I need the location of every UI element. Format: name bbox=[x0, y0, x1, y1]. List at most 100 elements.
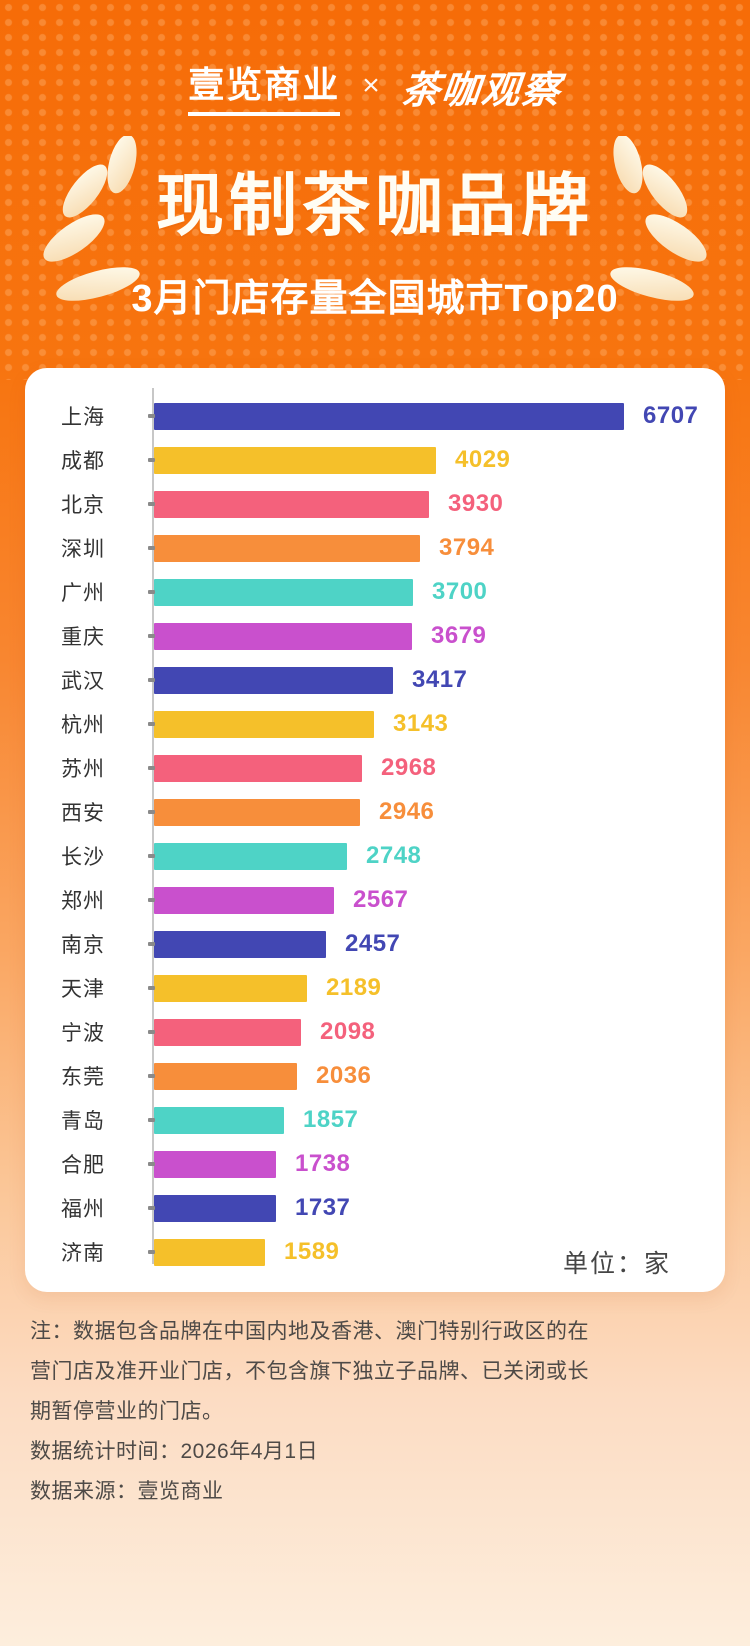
value-bar bbox=[154, 1018, 301, 1046]
footnote-stat-time: 数据统计时间：2026年4月1日 bbox=[30, 1440, 319, 1463]
value-label: 1857 bbox=[303, 1106, 359, 1133]
value-label: 2036 bbox=[316, 1062, 372, 1089]
laurel-branch-left-icon bbox=[43, 136, 140, 301]
city-label: 深圳 bbox=[61, 538, 105, 561]
chart-row: 郑州 2567 bbox=[25, 878, 725, 922]
laurel-branch-right-icon bbox=[610, 136, 707, 301]
value-bar bbox=[154, 798, 360, 826]
chart-row: 天津 2189 bbox=[25, 966, 725, 1010]
city-label: 济南 bbox=[61, 1242, 105, 1265]
y-axis-line bbox=[152, 388, 154, 1264]
value-label: 3794 bbox=[439, 534, 495, 561]
city-label: 重庆 bbox=[61, 626, 105, 649]
city-label: 东莞 bbox=[61, 1066, 105, 1089]
axis-tick bbox=[148, 414, 155, 418]
value-bar bbox=[154, 578, 413, 606]
city-label: 西安 bbox=[61, 802, 105, 825]
value-bar bbox=[154, 402, 624, 430]
value-bar bbox=[154, 1194, 276, 1222]
axis-tick bbox=[148, 1250, 155, 1254]
chart-row: 福州 1737 bbox=[25, 1186, 725, 1230]
axis-tick bbox=[148, 810, 155, 814]
value-label: 2748 bbox=[366, 842, 422, 869]
axis-tick bbox=[148, 942, 155, 946]
value-label: 3143 bbox=[393, 710, 449, 737]
value-bar bbox=[154, 1238, 265, 1266]
city-label: 福州 bbox=[61, 1198, 105, 1221]
chart-row: 重庆 3679 bbox=[25, 614, 725, 658]
footnote-source: 数据来源：壹览商业 bbox=[30, 1480, 224, 1503]
city-label: 北京 bbox=[61, 494, 105, 517]
city-label: 南京 bbox=[61, 934, 105, 957]
chart-row: 苏州 2968 bbox=[25, 746, 725, 790]
axis-tick bbox=[148, 1118, 155, 1122]
city-label: 郑州 bbox=[61, 890, 105, 913]
value-label: 6707 bbox=[643, 402, 699, 429]
value-label: 2457 bbox=[345, 930, 401, 957]
value-bar bbox=[154, 930, 326, 958]
value-label: 2946 bbox=[379, 798, 435, 825]
footnotes: 注：数据包含品牌在中国内地及香港、澳门特别行政区的在营门店及准开业门店，不包含旗… bbox=[30, 1312, 590, 1512]
axis-tick bbox=[148, 634, 155, 638]
chart-row: 深圳 3794 bbox=[25, 526, 725, 570]
value-label: 1589 bbox=[284, 1238, 340, 1265]
chart-row: 北京 3930 bbox=[25, 482, 725, 526]
value-bar bbox=[154, 886, 334, 914]
value-label: 3679 bbox=[431, 622, 487, 649]
city-label: 上海 bbox=[61, 406, 105, 429]
value-label: 3417 bbox=[412, 666, 468, 693]
chart-row: 长沙 2748 bbox=[25, 834, 725, 878]
city-label: 合肥 bbox=[61, 1154, 105, 1177]
axis-tick bbox=[148, 898, 155, 902]
chart-row: 西安 2946 bbox=[25, 790, 725, 834]
axis-tick bbox=[148, 1206, 155, 1210]
value-label: 2968 bbox=[381, 754, 437, 781]
value-label: 2189 bbox=[326, 974, 382, 1001]
brand-header: 壹览商业 × 茶咖观察 bbox=[0, 56, 750, 116]
value-bar bbox=[154, 446, 436, 474]
chart-row: 广州 3700 bbox=[25, 570, 725, 614]
city-label: 长沙 bbox=[61, 846, 105, 869]
axis-tick bbox=[148, 1030, 155, 1034]
page-subtitle: 3月门店存量全国城市Top20 bbox=[131, 278, 619, 320]
city-label: 杭州 bbox=[61, 714, 105, 737]
value-bar bbox=[154, 622, 412, 650]
axis-tick bbox=[148, 502, 155, 506]
value-bar bbox=[154, 754, 362, 782]
chart-row: 成都 4029 bbox=[25, 438, 725, 482]
value-label: 2098 bbox=[320, 1018, 376, 1045]
chart-row: 济南 1589 bbox=[25, 1230, 725, 1274]
value-bar bbox=[154, 1062, 297, 1090]
chart-row: 南京 2457 bbox=[25, 922, 725, 966]
axis-tick bbox=[148, 766, 155, 770]
axis-tick bbox=[148, 678, 155, 682]
axis-tick bbox=[148, 546, 155, 550]
bar-chart: 上海 6707 成都 4029 北京 3930 深圳 3794 广州 3700 重庆 3679 武汉 34… bbox=[25, 394, 725, 1274]
value-label: 1738 bbox=[295, 1150, 351, 1177]
brand-logo-yilan: 壹览商业 bbox=[188, 56, 341, 116]
axis-tick bbox=[148, 854, 155, 858]
city-label: 苏州 bbox=[61, 758, 105, 781]
city-label: 宁波 bbox=[61, 1022, 105, 1045]
value-bar bbox=[154, 710, 374, 738]
city-label: 青岛 bbox=[61, 1110, 105, 1133]
multiply-separator-icon: × bbox=[362, 69, 380, 102]
brand-logo-chaka: 茶咖观察 bbox=[399, 69, 564, 112]
chart-row: 青岛 1857 bbox=[25, 1098, 725, 1142]
chart-row: 合肥 1738 bbox=[25, 1142, 725, 1186]
city-label: 武汉 bbox=[61, 670, 105, 693]
chart-row: 上海 6707 bbox=[25, 394, 725, 438]
axis-tick bbox=[148, 590, 155, 594]
chart-row: 杭州 3143 bbox=[25, 702, 725, 746]
value-bar bbox=[154, 842, 347, 870]
value-label: 4029 bbox=[455, 446, 511, 473]
value-bar bbox=[154, 490, 429, 518]
title-block: 现制茶咖品牌 3月门店存量全国城市Top20 bbox=[0, 136, 750, 322]
value-label: 2567 bbox=[353, 886, 409, 913]
chart-row: 宁波 2098 bbox=[25, 1010, 725, 1054]
value-label: 3700 bbox=[432, 578, 488, 605]
axis-tick bbox=[148, 1074, 155, 1078]
footnote-scope: 注：数据包含品牌在中国内地及香港、澳门特别行政区的在营门店及准开业门店，不包含旗… bbox=[30, 1320, 589, 1423]
value-bar bbox=[154, 1106, 284, 1134]
city-label: 成都 bbox=[61, 450, 105, 473]
